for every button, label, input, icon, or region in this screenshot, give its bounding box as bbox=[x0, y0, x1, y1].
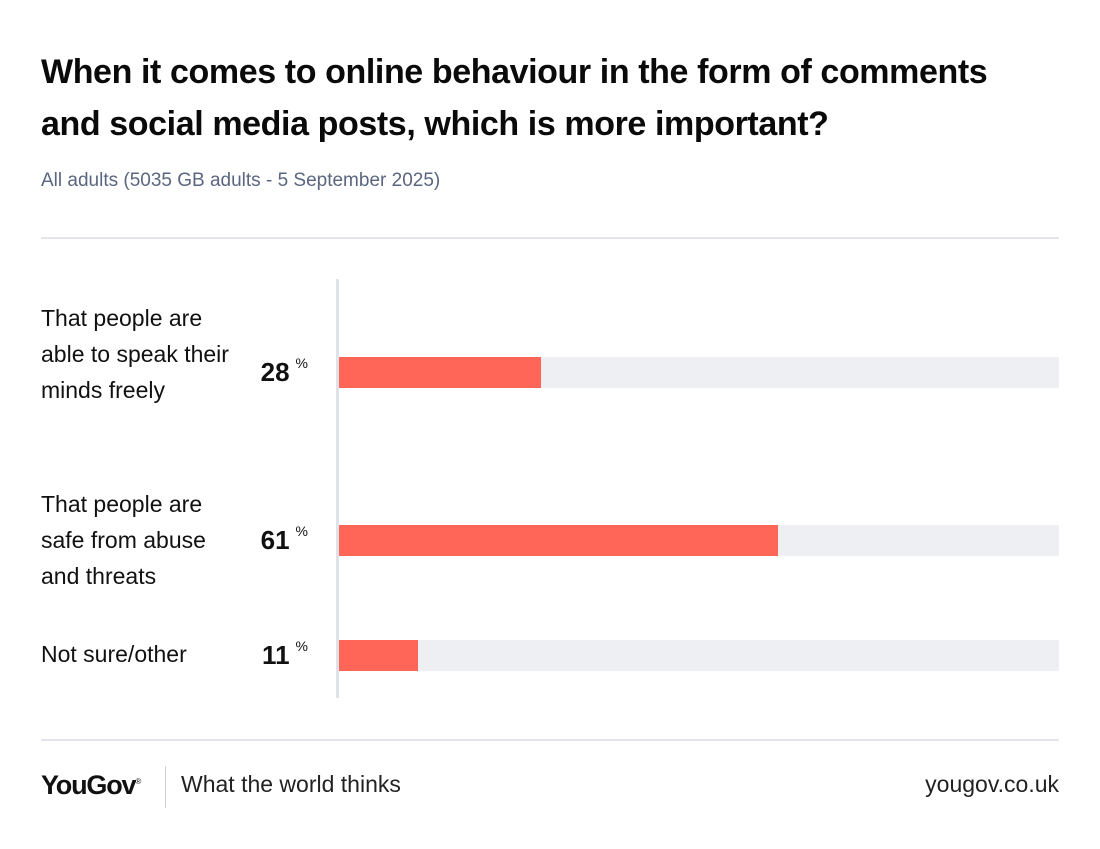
bar-track bbox=[339, 525, 1059, 556]
bar bbox=[339, 640, 419, 671]
logo-text: YouGov bbox=[41, 770, 137, 800]
value-number: 61 bbox=[260, 525, 290, 555]
registered-mark: ® bbox=[135, 777, 142, 786]
footer-tagline: What the world thinks bbox=[181, 771, 401, 797]
value-label: 11% bbox=[262, 638, 308, 671]
top-divider bbox=[41, 237, 1059, 239]
bar-track bbox=[339, 640, 1059, 671]
yougov-logo[interactable]: YouGov® bbox=[41, 770, 141, 801]
category-label: That people are able to speak their mind… bbox=[41, 305, 229, 403]
chart-title: When it comes to online behaviour in the… bbox=[41, 53, 988, 143]
bar-track bbox=[339, 357, 1059, 388]
value-number: 28 bbox=[260, 357, 290, 387]
value-unit: % bbox=[295, 355, 308, 371]
footer-site-link[interactable]: yougov.co.uk bbox=[925, 771, 1059, 797]
value-label: 28% bbox=[260, 355, 308, 388]
bar bbox=[339, 525, 779, 556]
bar bbox=[339, 357, 541, 388]
y-axis-line bbox=[336, 279, 339, 698]
value-label: 61% bbox=[260, 523, 308, 556]
value-number: 11 bbox=[262, 640, 290, 670]
value-unit: % bbox=[295, 523, 308, 539]
value-unit: % bbox=[295, 638, 308, 654]
chart-subtitle: All adults (5035 GB adults - 5 September… bbox=[41, 170, 441, 191]
category-label: Not sure/other bbox=[41, 641, 187, 667]
category-label: That people are safe from abuse and thre… bbox=[41, 491, 206, 589]
footer-divider bbox=[165, 766, 166, 808]
bottom-divider bbox=[41, 739, 1059, 741]
